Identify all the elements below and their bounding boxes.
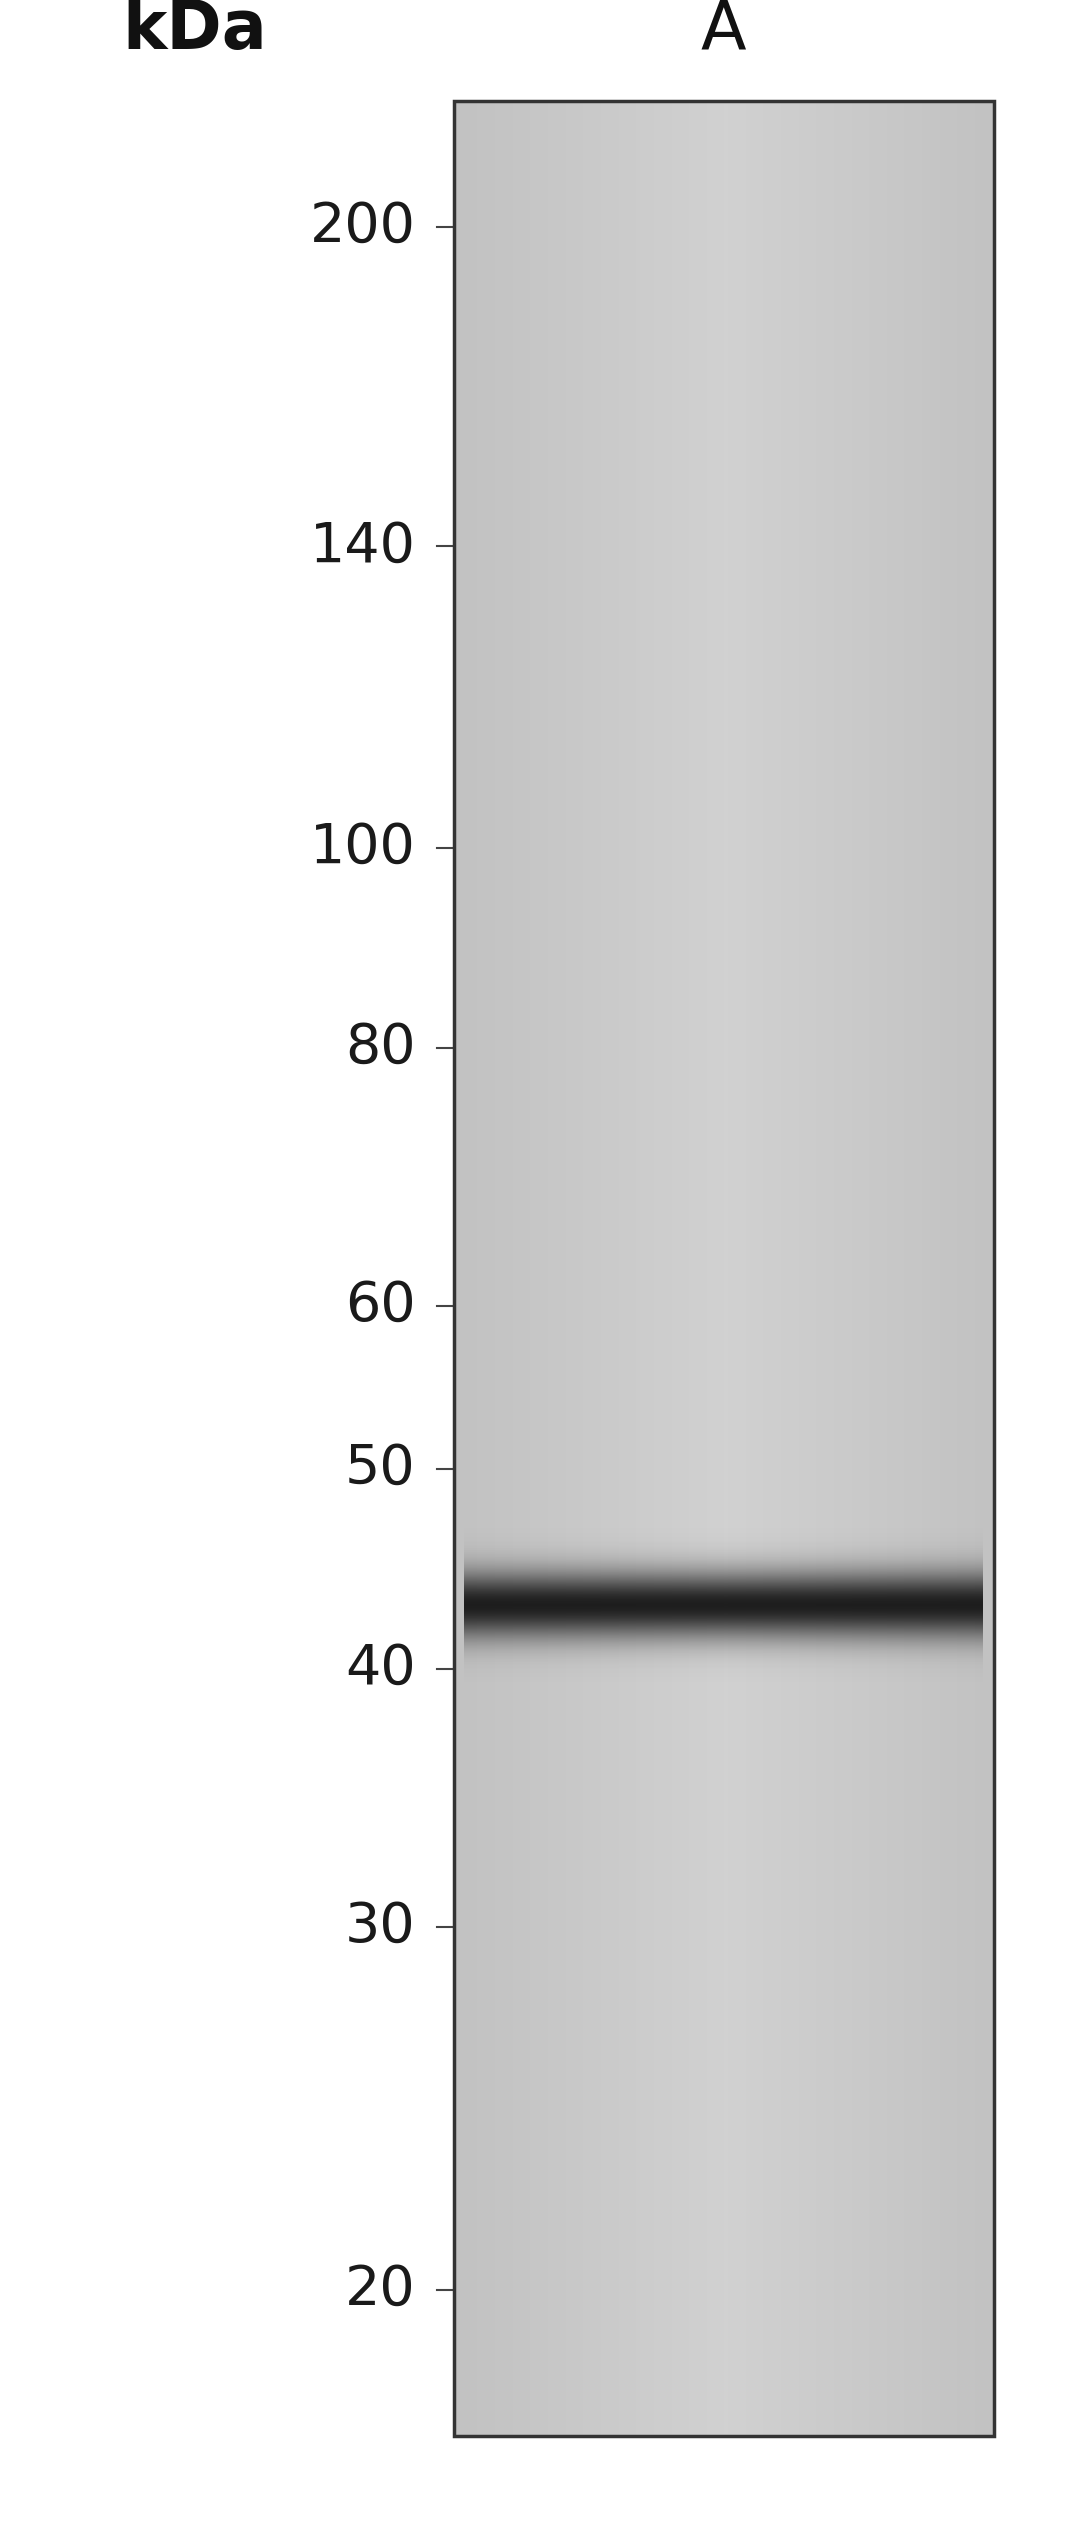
Text: kDa: kDa	[122, 0, 267, 63]
Text: 40: 40	[346, 1641, 416, 1695]
Text: 30: 30	[346, 1900, 416, 1953]
Text: 100: 100	[310, 822, 416, 875]
Text: 200: 200	[310, 200, 416, 254]
Text: 50: 50	[346, 1441, 416, 1497]
Bar	[454, 101, 994, 2436]
Text: A: A	[701, 0, 746, 63]
Text: 60: 60	[346, 1279, 416, 1332]
Text: 20: 20	[346, 2263, 416, 2316]
Text: 140: 140	[310, 520, 416, 573]
Text: 80: 80	[346, 1020, 416, 1076]
